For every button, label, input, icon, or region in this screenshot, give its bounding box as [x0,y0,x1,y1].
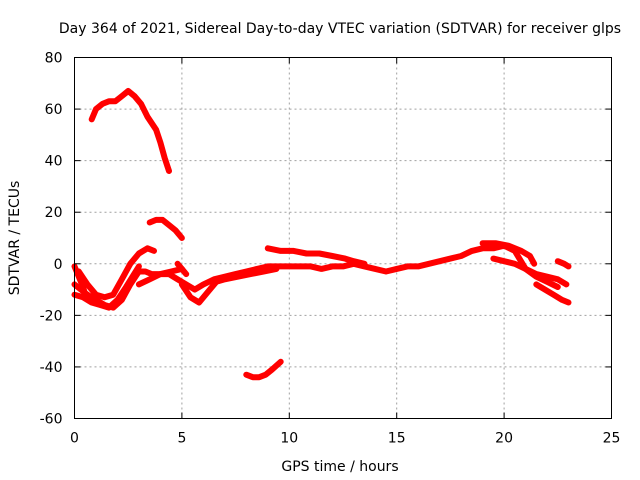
y-tick-label: -40 [40,360,63,376]
series-track-8 [178,265,280,306]
y-axis-label: SDTVAR / TECUs [7,181,23,296]
series-track-9 [264,245,368,267]
y-tick-label: 60 [45,102,63,118]
series-track-7 [135,265,185,288]
y-tick-label: 80 [45,51,63,67]
y-tick-label: 0 [54,257,63,273]
x-tick-label: 25 [603,431,621,447]
series-track-4 [71,242,561,311]
y-tick-label: -20 [40,308,63,324]
y-tick-label: 40 [45,154,63,170]
series-track-2 [146,216,185,241]
series-track-5 [75,245,157,301]
series-track-14 [71,263,89,298]
series-track-12 [533,281,572,306]
y-tick-label: -60 [40,412,63,428]
x-tick-label: 15 [388,431,406,447]
x-axis-label: GPS time / hours [281,459,398,475]
series-track-10 [490,255,570,288]
plot-series [71,88,572,381]
x-tick-label: 5 [177,431,186,447]
series-track-13 [554,258,572,270]
grid [74,57,612,419]
x-tick-label: 10 [280,431,298,447]
series-track-15 [174,260,190,278]
chart-title: Day 364 of 2021, Sidereal Day-to-day VTE… [59,21,621,37]
series-track-3 [243,358,284,381]
y-tick-label: 20 [45,205,63,221]
series-track-6 [71,263,142,311]
axis-ticks: 0 5 10 15 20 25 -60 -40 -20 0 20 40 60 80 [40,51,621,447]
series-track-1 [88,88,172,174]
x-tick-label: 0 [70,431,79,447]
x-tick-label: 20 [495,431,513,447]
series-track-11 [479,240,538,267]
plot-frame [74,57,612,419]
